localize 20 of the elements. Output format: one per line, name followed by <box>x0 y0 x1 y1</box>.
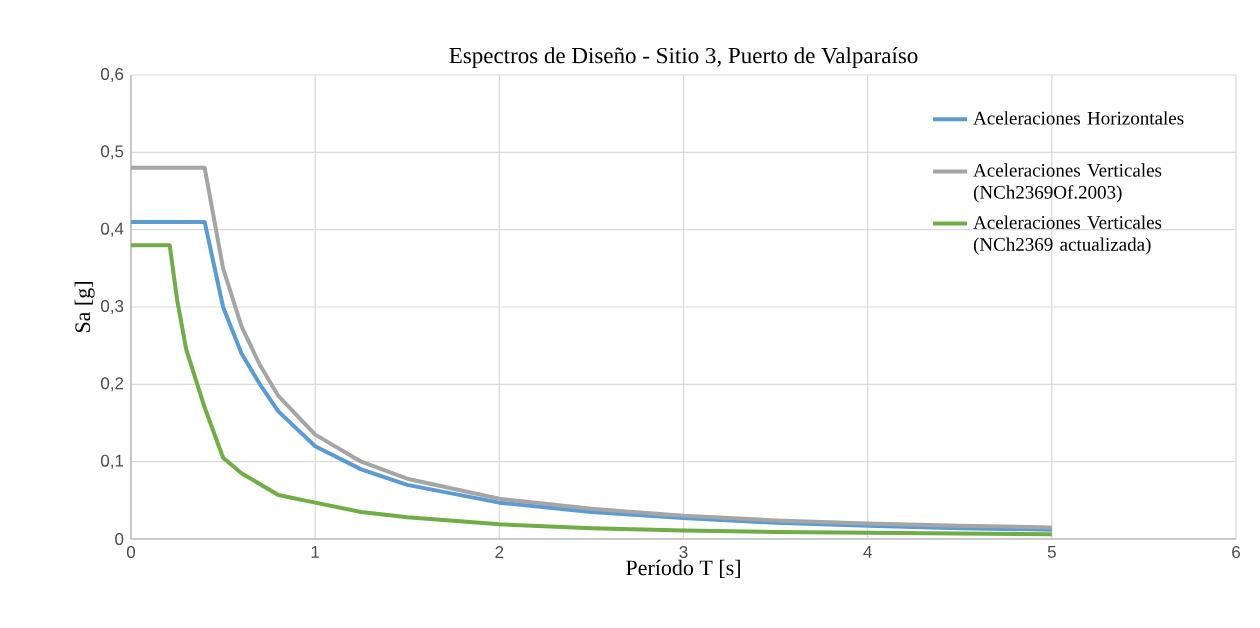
legend-label: Aceleraciones Horizontales <box>973 111 1184 125</box>
x-tick-label: 6 <box>1232 546 1240 559</box>
x-tick-label: 0 <box>126 546 136 559</box>
y-tick-label: 0,4 <box>100 222 124 237</box>
x-axis-title: Período T [s] <box>626 559 740 578</box>
x-tick-label: 1 <box>311 546 320 558</box>
y-axis-title: Sa [g] <box>74 282 95 333</box>
x-tick-label: 5 <box>1047 546 1056 558</box>
y-tick-label: 0 <box>115 532 124 546</box>
legend-label: Aceleraciones Verticales (NCh2369Of.2003) <box>973 163 1162 203</box>
x-tick-label: 2 <box>495 546 504 558</box>
x-tick-label: 3 <box>679 546 688 559</box>
x-tick-label: 4 <box>863 546 872 558</box>
y-tick-label: 0,1 <box>100 454 124 469</box>
chart-title: Espectros de Diseño - Sitio 3, Puerto de Valparaíso <box>449 47 918 69</box>
legend-label: Aceleraciones Verticales (NCh2369 actualizada) <box>973 215 1162 255</box>
y-tick-label: 0,6 <box>100 67 124 83</box>
y-tick-label: 0,5 <box>100 145 124 160</box>
y-tick-label: 0,3 <box>100 299 124 315</box>
y-tick-label: 0,2 <box>100 377 124 392</box>
